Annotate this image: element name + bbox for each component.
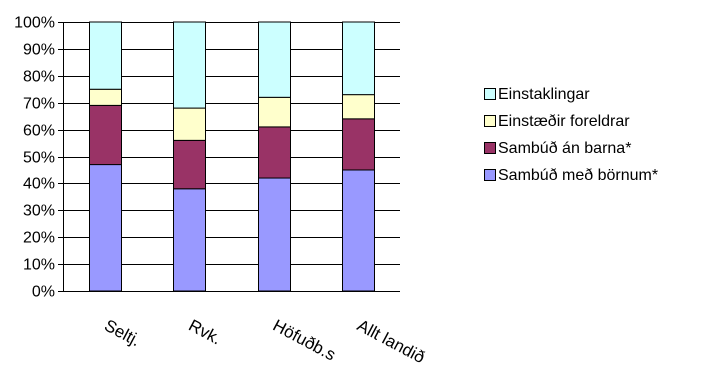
x-category-label: Seltj.	[101, 316, 143, 351]
x-category-label: Rvk.	[185, 316, 224, 349]
legend: Einstaklingar Einstæðir foreldrar Sambúð á…	[484, 86, 658, 184]
legend-label: Sambúð án barna*	[498, 140, 631, 157]
y-tick-label: 90%	[23, 42, 55, 59]
y-tick-label: 50%	[23, 150, 55, 167]
bar-segment	[89, 88, 122, 106]
bar-segment	[342, 169, 375, 292]
bar-segment	[89, 21, 122, 90]
legend-swatch	[484, 169, 496, 181]
legend-label: Einstæðir foreldrar	[498, 113, 630, 130]
bar-segment	[258, 177, 291, 292]
bar-segment	[342, 21, 375, 96]
legend-label: Sambúð með börnum*	[498, 167, 658, 184]
legend-label: Einstaklingar	[498, 86, 590, 103]
y-tick-label: 70%	[23, 96, 55, 113]
bar-segment	[89, 164, 122, 292]
y-tick-label: 80%	[23, 69, 55, 86]
legend-swatch	[484, 115, 496, 127]
y-tick-label: 30%	[23, 203, 55, 220]
y-tick-label: 0%	[32, 284, 55, 301]
bar-segment	[342, 118, 375, 171]
bar-segment	[258, 96, 291, 128]
bar-segment	[258, 21, 291, 98]
bar-segment	[89, 104, 122, 166]
y-tick-label: 40%	[23, 176, 55, 193]
x-axis-categories: Seltj. Rvk. Höfuðb.s Allt landið	[101, 316, 428, 367]
y-tick-label: 10%	[23, 257, 55, 274]
x-category-label: Höfuðb.s	[270, 316, 339, 365]
bar-segment	[173, 107, 206, 141]
y-tick-label: 20%	[23, 230, 55, 247]
bar-segment	[342, 94, 375, 120]
legend-swatch	[484, 88, 496, 100]
bar-segment	[258, 126, 291, 179]
y-axis-ticks: 0% 10% 20% 30% 40% 50% 60% 70% 80% 90% 100%	[14, 15, 63, 301]
bar-segment	[173, 21, 206, 109]
bar-segment	[173, 188, 206, 292]
bars	[89, 21, 375, 292]
y-tick-label: 100%	[14, 15, 55, 32]
legend-swatch	[484, 142, 496, 154]
bar-segment	[173, 139, 206, 190]
x-category-label: Allt landið	[354, 316, 428, 367]
y-tick-label: 60%	[23, 123, 55, 140]
